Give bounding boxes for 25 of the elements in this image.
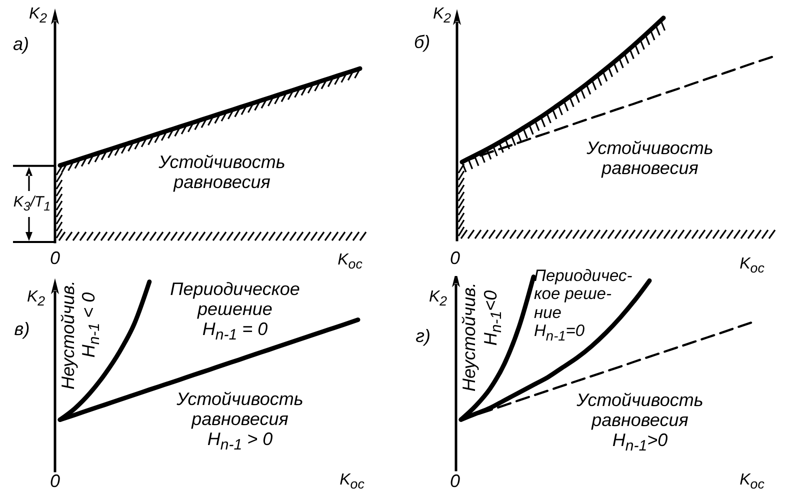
- x-axis-title: K$_{ос}$: [740, 471, 764, 492]
- y-axis-title: K$_{2}$: [28, 5, 48, 27]
- annotation: Устойчивость равновесия H$_{n-1}$>0: [576, 390, 704, 456]
- x-axis-title: K$_{ос}$: [338, 251, 362, 273]
- text: в): [14, 318, 30, 340]
- annotation: Устойчивость равновесия H$_{n-1}$ > 0: [176, 389, 304, 455]
- y-axis-title: K$_{2}$: [26, 288, 46, 310]
- chart-title: а): [12, 34, 30, 54]
- annotation: Периодическое решение H$_{n-1}$ = 0: [170, 279, 300, 345]
- annotation: Устойчивость равновесия: [586, 138, 714, 178]
- annotation: Периодичес- кое реше- ние H$_{n-1}$=0: [534, 267, 632, 344]
- text: K$_{3}$/T$_{1}$: [13, 193, 51, 214]
- annotation: 0: [50, 470, 60, 492]
- x-axis-title: K$_{ос}$: [740, 255, 764, 277]
- text: 0: [450, 470, 460, 492]
- x-axis-title: K$_{ос}$: [340, 471, 364, 492]
- y-axis-title: K$_{2}$: [432, 5, 452, 27]
- text: г): [416, 326, 430, 346]
- annotation: Неустойчив.: [58, 280, 78, 390]
- y-axis-title: K$_{2}$: [428, 288, 448, 310]
- text: 0: [50, 248, 60, 268]
- annotation: Устойчивость равновесия: [158, 152, 286, 192]
- text: б): [414, 32, 430, 52]
- annotation: Неустойчив.: [458, 282, 480, 392]
- text: 0: [450, 248, 460, 268]
